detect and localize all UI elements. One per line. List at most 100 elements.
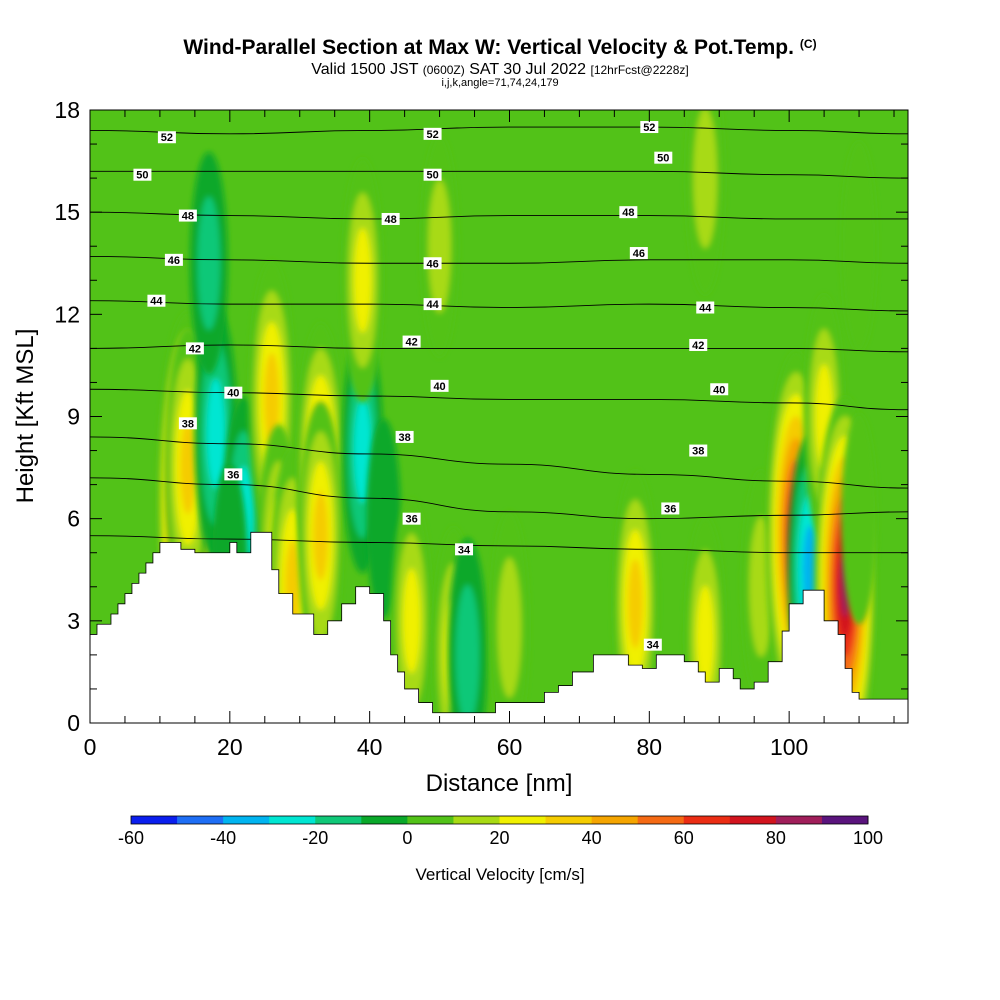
- theta-label-box: [423, 168, 442, 181]
- velocity-cell-band: [313, 491, 329, 581]
- theta-label-text: 42: [189, 343, 201, 355]
- theta-label-box: [164, 253, 183, 266]
- theta-label-text: 48: [182, 211, 194, 223]
- y-tick-label: 9: [67, 404, 80, 430]
- theta-label: 44: [147, 294, 166, 308]
- theta-label: 40: [224, 386, 243, 400]
- colorbar-swatch: [545, 816, 593, 824]
- theta-label: 36: [402, 512, 421, 526]
- colorbar-tick-label: 40: [582, 828, 602, 848]
- theta-label: 50: [133, 168, 152, 182]
- velocity-cell: [298, 401, 344, 670]
- theta-label-box: [455, 543, 474, 556]
- theta-contour-50: [90, 170, 908, 179]
- velocity-cell-band: [353, 398, 372, 504]
- theta-label: 38: [689, 444, 708, 458]
- theta-label-box: [133, 168, 152, 181]
- theta-label: 38: [395, 430, 414, 444]
- terrain: [90, 531, 908, 723]
- theta-label-box: [178, 209, 197, 222]
- valid-time: Valid 1500 JST: [311, 61, 419, 78]
- theta-label-text: 52: [161, 132, 173, 144]
- y-tick-label: 6: [67, 506, 80, 532]
- valid-date: SAT 30 Jul 2022: [469, 61, 587, 78]
- velocity-cell-band: [206, 378, 226, 489]
- colorbar-tick-label: 80: [766, 828, 786, 848]
- colorbar-tick-label: 100: [853, 828, 883, 848]
- x-tick-label: 40: [357, 734, 383, 760]
- theta-label: 46: [164, 253, 183, 267]
- theta-contour-48: [90, 211, 908, 220]
- y-axis-label: Height [Kft MSL]: [12, 329, 39, 504]
- forecast-info: [12hrFcst@2228z]: [590, 63, 689, 77]
- theta-label: 48: [178, 209, 197, 223]
- theta-label-text: 46: [633, 248, 645, 260]
- theta-label-box: [689, 444, 708, 457]
- theta-label: 52: [640, 121, 659, 134]
- theta-label: 38: [178, 417, 197, 430]
- colorbar-swatch: [637, 816, 685, 824]
- colorbar-swatch: [269, 816, 316, 824]
- colorbar-label: Vertical Velocity [cm/s]: [415, 865, 584, 884]
- theta-label: 36: [224, 468, 243, 481]
- velocity-cell-band: [366, 418, 401, 619]
- theta-label-text: 42: [692, 340, 704, 352]
- theta-label-text: 50: [136, 170, 148, 182]
- theta-label-box: [654, 151, 673, 164]
- theta-label: 46: [423, 257, 442, 270]
- theta-label: 34: [643, 638, 662, 652]
- x-tick-label: 80: [637, 734, 663, 760]
- x-tick-label: 20: [217, 734, 243, 760]
- theta-label: 44: [423, 298, 442, 311]
- theta-label: 36: [661, 502, 680, 515]
- plot-area: 52 52 52 50 50 50 48 48 48 46 46 46 44 44 44 42 42 42 40 40…: [90, 110, 908, 723]
- colorbar-tick-label: -60: [118, 828, 144, 848]
- colorbar-swatch: [591, 816, 639, 824]
- theta-label-box: [395, 430, 414, 443]
- theta-label-box: [185, 342, 204, 355]
- colorbar-tick-label: -40: [210, 828, 236, 848]
- theta-contour-46: [90, 255, 908, 264]
- velocity-cell-band: [428, 179, 451, 313]
- theta-label-box: [689, 338, 708, 351]
- velocity-cell-band: [455, 584, 480, 723]
- theta-label-box: [402, 335, 421, 348]
- velocity-cell-band: [197, 196, 221, 330]
- theta-label: 52: [423, 127, 442, 141]
- theta-label-text: 40: [227, 388, 239, 400]
- colorbar-swatch: [177, 816, 224, 824]
- x-tick-label: 0: [84, 734, 97, 760]
- theta-label: 48: [381, 212, 400, 226]
- velocity-cell: [420, 134, 459, 358]
- theta-label-text: 36: [227, 469, 239, 481]
- theta-label-box: [629, 247, 648, 260]
- theta-label-text: 52: [426, 129, 438, 141]
- theta-contour-38: [90, 436, 908, 489]
- colorbar-swatch: [315, 816, 362, 824]
- velocity-cell: [342, 157, 384, 403]
- theta-label: 40: [430, 379, 449, 393]
- colorbar-swatch: [361, 816, 408, 824]
- theta-label-text: 38: [182, 418, 194, 430]
- colorbar-swatch: [407, 816, 454, 824]
- velocity-cell-band: [402, 568, 421, 674]
- velocity-cell-band: [264, 352, 280, 447]
- theta-label-text: 40: [713, 384, 725, 396]
- velocity-cell: [189, 152, 228, 375]
- colorbar-swatch: [683, 816, 731, 824]
- theta-label-text: 46: [426, 258, 438, 270]
- x-axis-label: Distance [nm]: [426, 770, 573, 797]
- theta-label: 50: [654, 151, 673, 165]
- theta-label-text: 52: [643, 122, 655, 134]
- theta-contour-34: [90, 535, 908, 554]
- theta-label: 42: [402, 335, 421, 349]
- velocity-cell: [841, 140, 878, 352]
- theta-label: 48: [619, 206, 638, 219]
- theta-label-text: 34: [647, 640, 660, 652]
- theta-label-text: 44: [699, 303, 712, 315]
- colorbar-swatch: [775, 816, 823, 824]
- chart-title-text: Wind-Parallel Section at Max W: Vertical…: [183, 36, 794, 59]
- velocity-cell: [447, 538, 488, 723]
- velocity-cell: [685, 110, 725, 295]
- theta-label-box: [178, 417, 197, 430]
